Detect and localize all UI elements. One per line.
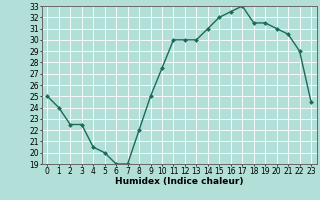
X-axis label: Humidex (Indice chaleur): Humidex (Indice chaleur)	[115, 177, 244, 186]
